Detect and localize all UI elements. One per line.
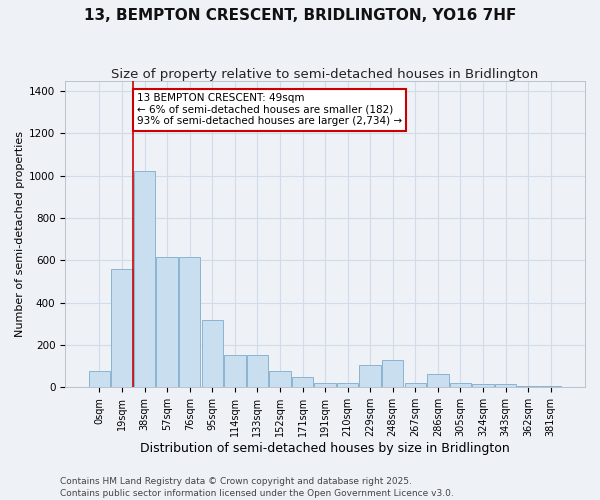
Bar — [292, 377, 313, 388]
Bar — [495, 384, 516, 388]
Bar — [337, 383, 358, 388]
Bar — [157, 257, 178, 388]
Bar — [179, 257, 200, 388]
Bar — [269, 372, 290, 388]
Title: Size of property relative to semi-detached houses in Bridlington: Size of property relative to semi-detach… — [112, 68, 539, 80]
Text: Contains HM Land Registry data © Crown copyright and database right 2025.
Contai: Contains HM Land Registry data © Crown c… — [60, 476, 454, 498]
Bar — [359, 365, 381, 388]
Bar — [247, 354, 268, 388]
Text: 13, BEMPTON CRESCENT, BRIDLINGTON, YO16 7HF: 13, BEMPTON CRESCENT, BRIDLINGTON, YO16 … — [84, 8, 516, 22]
X-axis label: Distribution of semi-detached houses by size in Bridlington: Distribution of semi-detached houses by … — [140, 442, 510, 455]
Bar — [450, 383, 471, 388]
Bar — [427, 374, 449, 388]
Bar — [202, 320, 223, 388]
Bar — [517, 386, 539, 388]
Bar — [89, 372, 110, 388]
Bar — [382, 360, 403, 388]
Bar — [540, 386, 562, 388]
Text: 13 BEMPTON CRESCENT: 49sqm
← 6% of semi-detached houses are smaller (182)
93% of: 13 BEMPTON CRESCENT: 49sqm ← 6% of semi-… — [137, 93, 402, 126]
Bar — [472, 384, 494, 388]
Bar — [404, 383, 426, 388]
Y-axis label: Number of semi-detached properties: Number of semi-detached properties — [15, 131, 25, 337]
Bar — [134, 172, 155, 388]
Bar — [112, 269, 133, 388]
Bar — [224, 354, 245, 388]
Bar — [314, 383, 336, 388]
